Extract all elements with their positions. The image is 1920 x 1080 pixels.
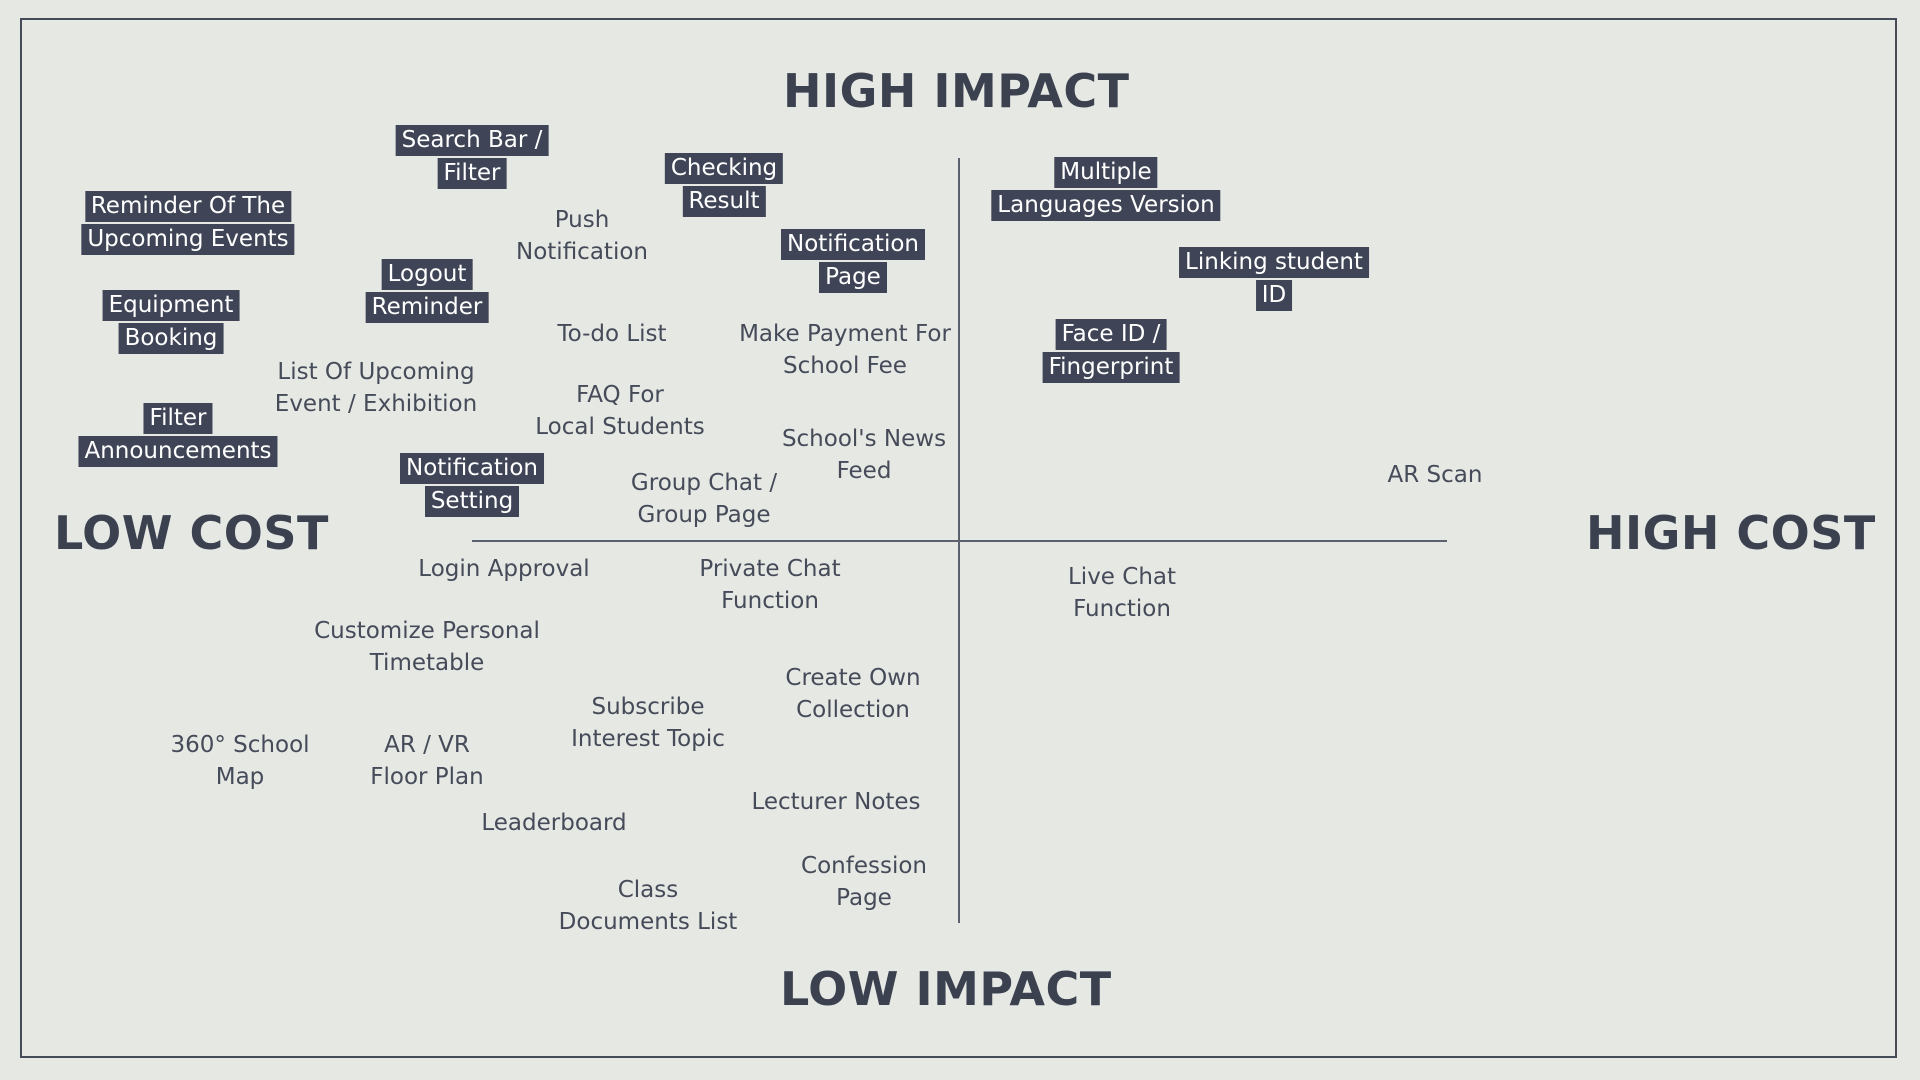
feature-label-line: Private Chat [699, 556, 841, 582]
feature-label-line: Interest Topic [571, 726, 725, 752]
feature-label-line: Filter [143, 403, 213, 434]
feature-label-line: Notification [516, 239, 648, 265]
feature-label-line: Notification [400, 453, 544, 484]
feature-label-line: Result [682, 186, 766, 217]
feature-login-approval: Login Approval [418, 553, 589, 585]
feature-label-line: Map [215, 764, 265, 790]
feature-label-line: Function [721, 588, 819, 614]
feature-confession-page: Confession Page [801, 850, 927, 914]
feature-label-line: Face ID / [1055, 319, 1167, 350]
feature-leaderboard: Leaderboard [481, 807, 626, 839]
feature-create-own-collection: Create Own Collection [785, 662, 920, 726]
feature-label-line: Announcements [78, 436, 278, 467]
feature-label-line: Class [617, 877, 679, 903]
feature-notification-page: Notification Page [781, 228, 925, 294]
feature-label-line: Search Bar / [395, 125, 549, 156]
feature-label-line: Collection [796, 697, 910, 723]
feature-label-line: Page [819, 262, 887, 293]
feature-label-line: Confession [801, 853, 927, 879]
diagram-frame [20, 18, 1897, 1058]
feature-label-line: FAQ For [576, 382, 664, 408]
feature-label-line: Make Payment For [739, 321, 951, 347]
feature-filter-announcements: Filter Announcements [78, 402, 278, 468]
feature-subscribe-interest-topic: Subscribe Interest Topic [571, 691, 725, 755]
feature-label-line: Filter [437, 158, 507, 189]
feature-reminder-upcoming-events: Reminder Of The Upcoming Events [81, 190, 295, 256]
feature-label-line: Languages Version [991, 190, 1221, 221]
feature-label-line: Upcoming Events [81, 224, 295, 255]
feature-search-bar-filter: Search Bar / Filter [395, 124, 549, 190]
feature-ar-scan: AR Scan [1388, 459, 1483, 491]
feature-label-line: Live Chat [1067, 564, 1177, 590]
feature-make-payment: Make Payment For School Fee [739, 318, 951, 382]
feature-label-line: Checking [664, 153, 784, 184]
feature-label-line: Push [554, 207, 610, 233]
feature-label-line: To-do List [557, 321, 667, 347]
feature-customize-timetable: Customize Personal Timetable [314, 615, 540, 679]
feature-label-line: AR Scan [1387, 462, 1483, 488]
feature-label-line: AR / VR [384, 732, 470, 758]
feature-logout-reminder: Logout Reminder [365, 258, 489, 324]
vertical-axis-line [958, 158, 960, 923]
feature-list-upcoming-event: List Of Upcoming Event / Exhibition [275, 356, 477, 420]
axis-label-high-cost: HIGH COST [1586, 506, 1876, 560]
feature-label-line: Customize Personal [314, 618, 540, 644]
feature-label-line: Lecturer Notes [751, 789, 921, 815]
feature-label-line: Notification [781, 229, 925, 260]
feature-checking-result: Checking Result [664, 152, 784, 218]
feature-label-line: Function [1073, 596, 1171, 622]
feature-linking-student-id: Linking student ID [1179, 246, 1369, 312]
feature-equipment-booking: Equipment Booking [102, 289, 240, 355]
feature-label-line: Reminder [365, 292, 489, 323]
axis-label-low-cost: LOW COST [54, 506, 329, 560]
axis-label-low-impact: LOW IMPACT [780, 962, 1112, 1016]
horizontal-axis-line [472, 540, 1447, 542]
feature-school-news-feed: School's News Feed [782, 423, 946, 487]
feature-label-line: Local Students [535, 414, 705, 440]
feature-label-line: List Of Upcoming [277, 359, 475, 385]
feature-label-line: Linking student [1179, 247, 1369, 278]
feature-label-line: Subscribe [591, 694, 705, 720]
feature-group-chat: Group Chat / Group Page [631, 467, 777, 531]
feature-label-line: School Fee [783, 353, 907, 379]
feature-push-notification: Push Notification [516, 204, 648, 268]
feature-face-id-fingerprint: Face ID / Fingerprint [1042, 318, 1180, 384]
feature-multiple-languages: Multiple Languages Version [991, 156, 1221, 222]
feature-live-chat: Live Chat Function [1068, 561, 1176, 625]
feature-label-line: Booking [118, 323, 224, 354]
feature-label-line: Equipment [102, 290, 240, 321]
feature-label-line: Feed [836, 458, 892, 484]
feature-label-line: 360° School [170, 732, 310, 758]
feature-label-line: Timetable [369, 650, 485, 676]
feature-private-chat: Private Chat Function [699, 553, 840, 617]
feature-label-line: Event / Exhibition [274, 391, 478, 417]
feature-ar-vr-floor-plan: AR / VR Floor Plan [370, 729, 483, 793]
feature-label-line: Login Approval [418, 556, 590, 582]
feature-faq-local-students: FAQ For Local Students [535, 379, 704, 443]
feature-notification-setting: Notification Setting [400, 452, 544, 518]
feature-school-map-360: 360° School Map [170, 729, 309, 793]
axis-label-high-impact: HIGH IMPACT [783, 64, 1130, 118]
feature-label-line: Group Page [637, 502, 771, 528]
feature-label-line: Documents List [558, 909, 738, 935]
feature-label-line: Leaderboard [481, 810, 627, 836]
feature-label-line: ID [1255, 280, 1293, 311]
feature-label-line: Fingerprint [1042, 352, 1180, 383]
feature-label-line: Group Chat / [630, 470, 778, 496]
feature-label-line: Logout [381, 259, 473, 290]
feature-label-line: Create Own [785, 665, 921, 691]
feature-label-line: Setting [424, 486, 520, 517]
feature-lecturer-notes: Lecturer Notes [751, 786, 920, 818]
feature-label-line: Reminder Of The [84, 191, 292, 222]
feature-class-documents-list: Class Documents List [559, 874, 738, 938]
feature-todo-list: To-do List [557, 318, 666, 350]
feature-label-line: School's News [781, 426, 947, 452]
feature-label-line: Page [836, 885, 892, 911]
feature-label-line: Floor Plan [370, 764, 484, 790]
feature-label-line: Multiple [1054, 157, 1158, 188]
